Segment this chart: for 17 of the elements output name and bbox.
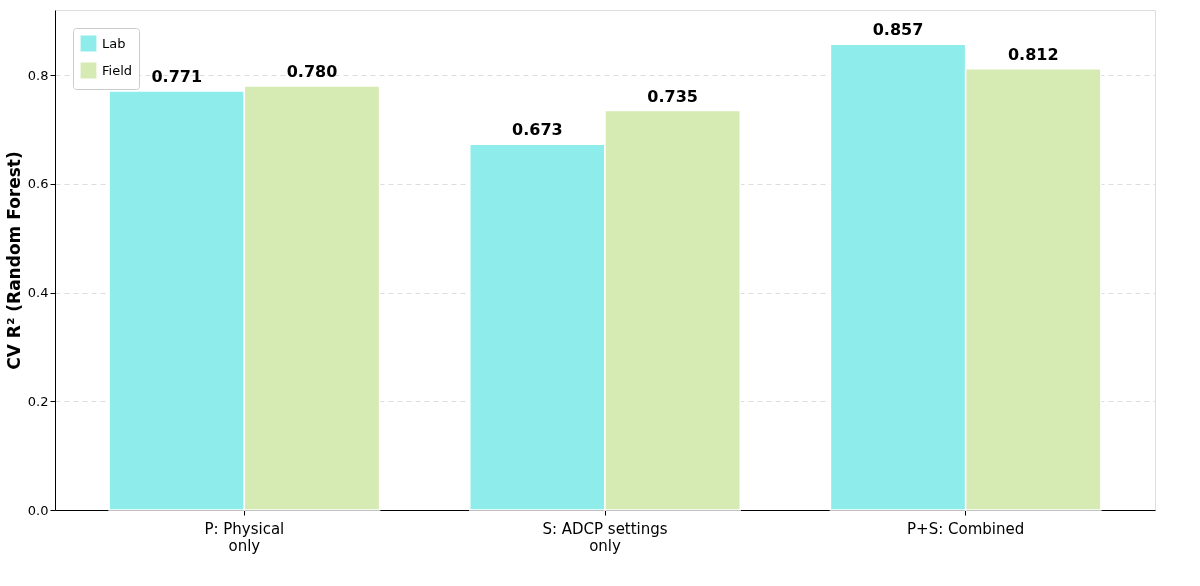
y-tick-label: 0.0 — [27, 502, 49, 518]
y-tick-label: 0.4 — [27, 285, 49, 301]
x-tick-label: P+S: Combined — [907, 519, 1025, 538]
y-tick-label: 0.2 — [27, 393, 49, 409]
y-tick-label: 0.6 — [27, 176, 49, 192]
data-label: 0.771 — [151, 66, 203, 86]
data-label: 0.735 — [647, 86, 698, 106]
data-label: 0.857 — [872, 20, 924, 40]
data-label: 0.780 — [286, 62, 338, 82]
data-label: 0.673 — [512, 120, 563, 140]
x-tick-label: S: ADCP settings only — [542, 519, 668, 555]
legend-label: Lab — [102, 35, 126, 51]
y-tick-label: 0.8 — [27, 67, 49, 83]
legend-label: Field — [102, 62, 133, 78]
data-label: 0.812 — [1007, 44, 1059, 64]
y-axis-title: CV R² (Random Forest) — [3, 151, 24, 370]
x-tick-label: P: Physical only — [204, 519, 285, 555]
